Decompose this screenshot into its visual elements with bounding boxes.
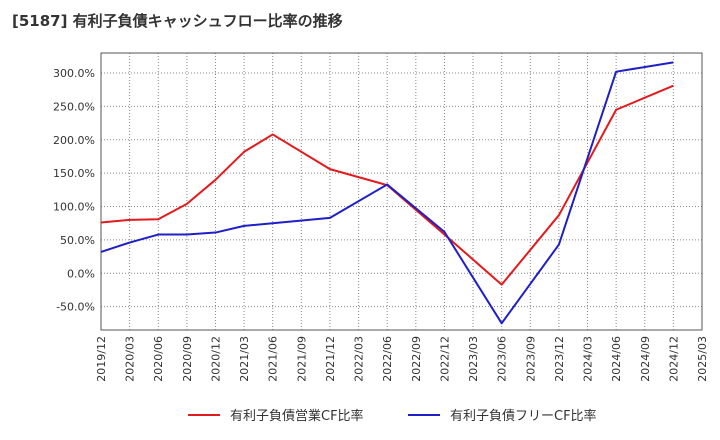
x-tick-label: 2021/06: [267, 336, 280, 382]
x-tick-label: 2020/09: [181, 336, 194, 382]
y-tick-label: 300.0%: [53, 67, 95, 80]
x-tick-label: 2024/03: [582, 336, 595, 382]
x-tick-label: 2023/12: [553, 336, 566, 382]
x-tick-label: 2022/09: [410, 336, 423, 382]
y-tick-label: 50.0%: [60, 234, 95, 247]
x-tick-label: 2024/12: [667, 336, 680, 382]
x-tick-label: 2023/06: [496, 336, 509, 382]
x-tick-label: 2020/12: [209, 336, 222, 382]
x-tick-label: 2021/03: [238, 336, 251, 382]
x-tick-label: 2022/03: [353, 336, 366, 382]
plot-frame: [100, 52, 703, 331]
x-tick-label: 2022/12: [438, 336, 451, 382]
y-tick-label: 100.0%: [53, 201, 95, 214]
x-tick-label: 2019/12: [95, 336, 108, 382]
y-tick-label: 150.0%: [53, 167, 95, 180]
x-tick-label: 2023/03: [467, 336, 480, 382]
y-tick-label: 250.0%: [53, 100, 95, 113]
chart-title: [5187] 有利子負債キャッシュフロー比率の推移: [12, 12, 343, 30]
plot-area: [101, 53, 702, 330]
x-tick-label: 2021/12: [324, 336, 337, 382]
x-tick-label: 2024/06: [610, 336, 623, 382]
x-tick-label: 2023/09: [524, 336, 537, 382]
y-tick-label: 0.0%: [67, 267, 95, 280]
x-tick-label: 2020/06: [152, 336, 165, 382]
legend-label: 有利子負債フリーCF比率: [450, 408, 597, 424]
x-tick-label: 2022/06: [381, 336, 394, 382]
legend-label: 有利子負債営業CF比率: [230, 408, 364, 424]
x-tick-label: 2020/03: [124, 336, 137, 382]
x-tick-label: 2025/03: [696, 336, 709, 382]
x-tick-label: 2024/09: [639, 336, 652, 382]
y-tick-label: 200.0%: [53, 134, 95, 147]
y-tick-label: -50.0%: [56, 301, 95, 314]
series-line-1: [100, 84, 674, 286]
x-tick-label: 2021/09: [295, 336, 308, 382]
